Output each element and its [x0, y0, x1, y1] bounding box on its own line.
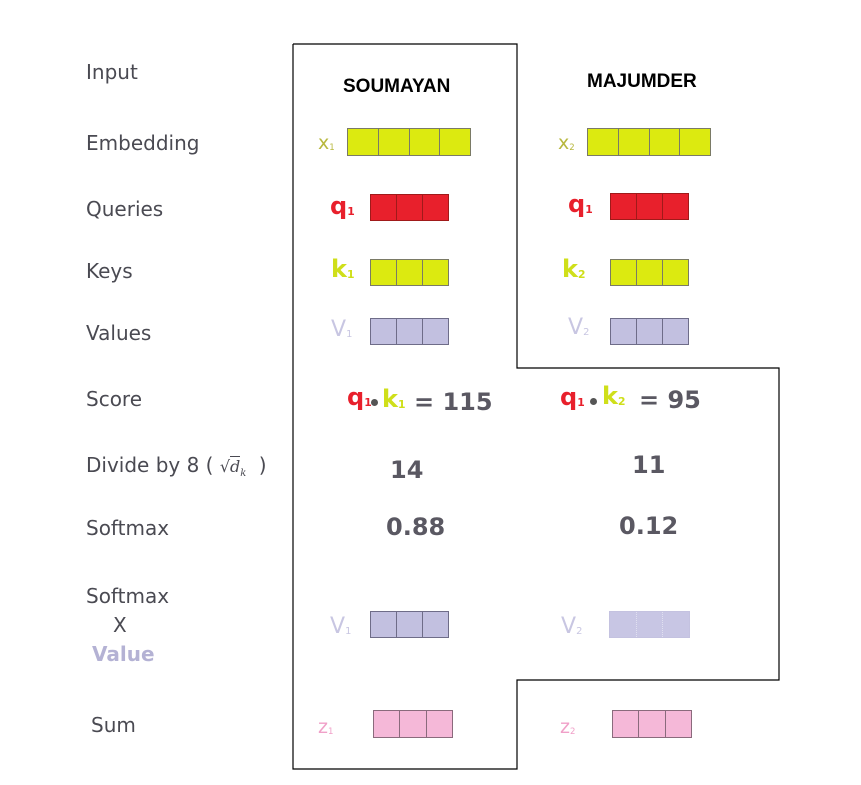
- symbol-v1: V1: [331, 317, 353, 342]
- sqrt-dk-formula: √dk: [219, 456, 247, 480]
- query-q1: [370, 194, 449, 221]
- label-values: Values: [86, 321, 152, 345]
- symbol-z1: z1: [318, 716, 334, 738]
- score1-q: q1: [347, 383, 372, 411]
- symbol-v2-weighted: V2: [561, 614, 583, 639]
- weighted-value-v2: [609, 611, 690, 638]
- sum-z1: [373, 710, 453, 738]
- dot-product-icon-1: [371, 399, 378, 406]
- label-softmax: Softmax: [86, 516, 170, 540]
- soumayan-outline: [292, 43, 780, 770]
- score2-q: q1: [560, 383, 585, 411]
- sum-z2: [612, 710, 692, 738]
- value-v2: [610, 318, 689, 345]
- word-soumayan: SOUMAYAN: [343, 76, 451, 97]
- label-keys: Keys: [86, 259, 133, 283]
- label-input: Input: [86, 60, 138, 84]
- symbol-v1-weighted: V1: [330, 614, 352, 639]
- symbol-z2: z2: [560, 716, 576, 738]
- symbol-x1: x1: [318, 132, 335, 154]
- label-score: Score: [86, 387, 143, 411]
- symbol-q1: q1: [330, 192, 355, 220]
- symbol-q1-majumder: q1: [568, 190, 593, 218]
- word-majumder: MAJUMDER: [587, 71, 697, 92]
- dk-k: k: [240, 468, 247, 480]
- value-v1: [370, 318, 449, 345]
- embedding-x2: [587, 128, 711, 156]
- score1-value: = 115: [414, 388, 493, 416]
- key-k2: [610, 259, 689, 286]
- label-queries: Queries: [86, 197, 164, 221]
- divided-2: 11: [632, 451, 666, 479]
- label-divide: Divide by 8 ( √dk ): [86, 453, 267, 479]
- divide-text: Divide by 8 (: [86, 453, 214, 477]
- symbol-k1: k1: [331, 255, 355, 283]
- weighted-value-v1: [370, 611, 449, 638]
- score1-k: k1: [382, 385, 406, 413]
- symbol-k2: k2: [562, 255, 586, 283]
- symbol-v2: V2: [568, 315, 590, 340]
- softmax-2: 0.12: [619, 512, 679, 540]
- embedding-x1: [347, 128, 471, 156]
- dk-d: d: [230, 456, 241, 476]
- dot-product-icon-2: [590, 398, 597, 405]
- divided-1: 14: [390, 456, 424, 484]
- label-embedding: Embedding: [86, 131, 200, 155]
- label-softmax-x: Softmax: [86, 584, 170, 608]
- label-sum: Sum: [91, 713, 136, 737]
- score2-value: = 95: [639, 386, 701, 414]
- sqrt-symbol: √: [219, 457, 231, 476]
- query-q2: [610, 193, 689, 220]
- score2-k: k2: [602, 382, 626, 410]
- label-value-word: Value: [92, 642, 155, 666]
- label-times: X: [113, 613, 127, 637]
- key-k1: [370, 259, 449, 286]
- softmax-1: 0.88: [386, 513, 446, 541]
- symbol-x2: x2: [558, 132, 575, 154]
- divide-close: ): [258, 453, 267, 477]
